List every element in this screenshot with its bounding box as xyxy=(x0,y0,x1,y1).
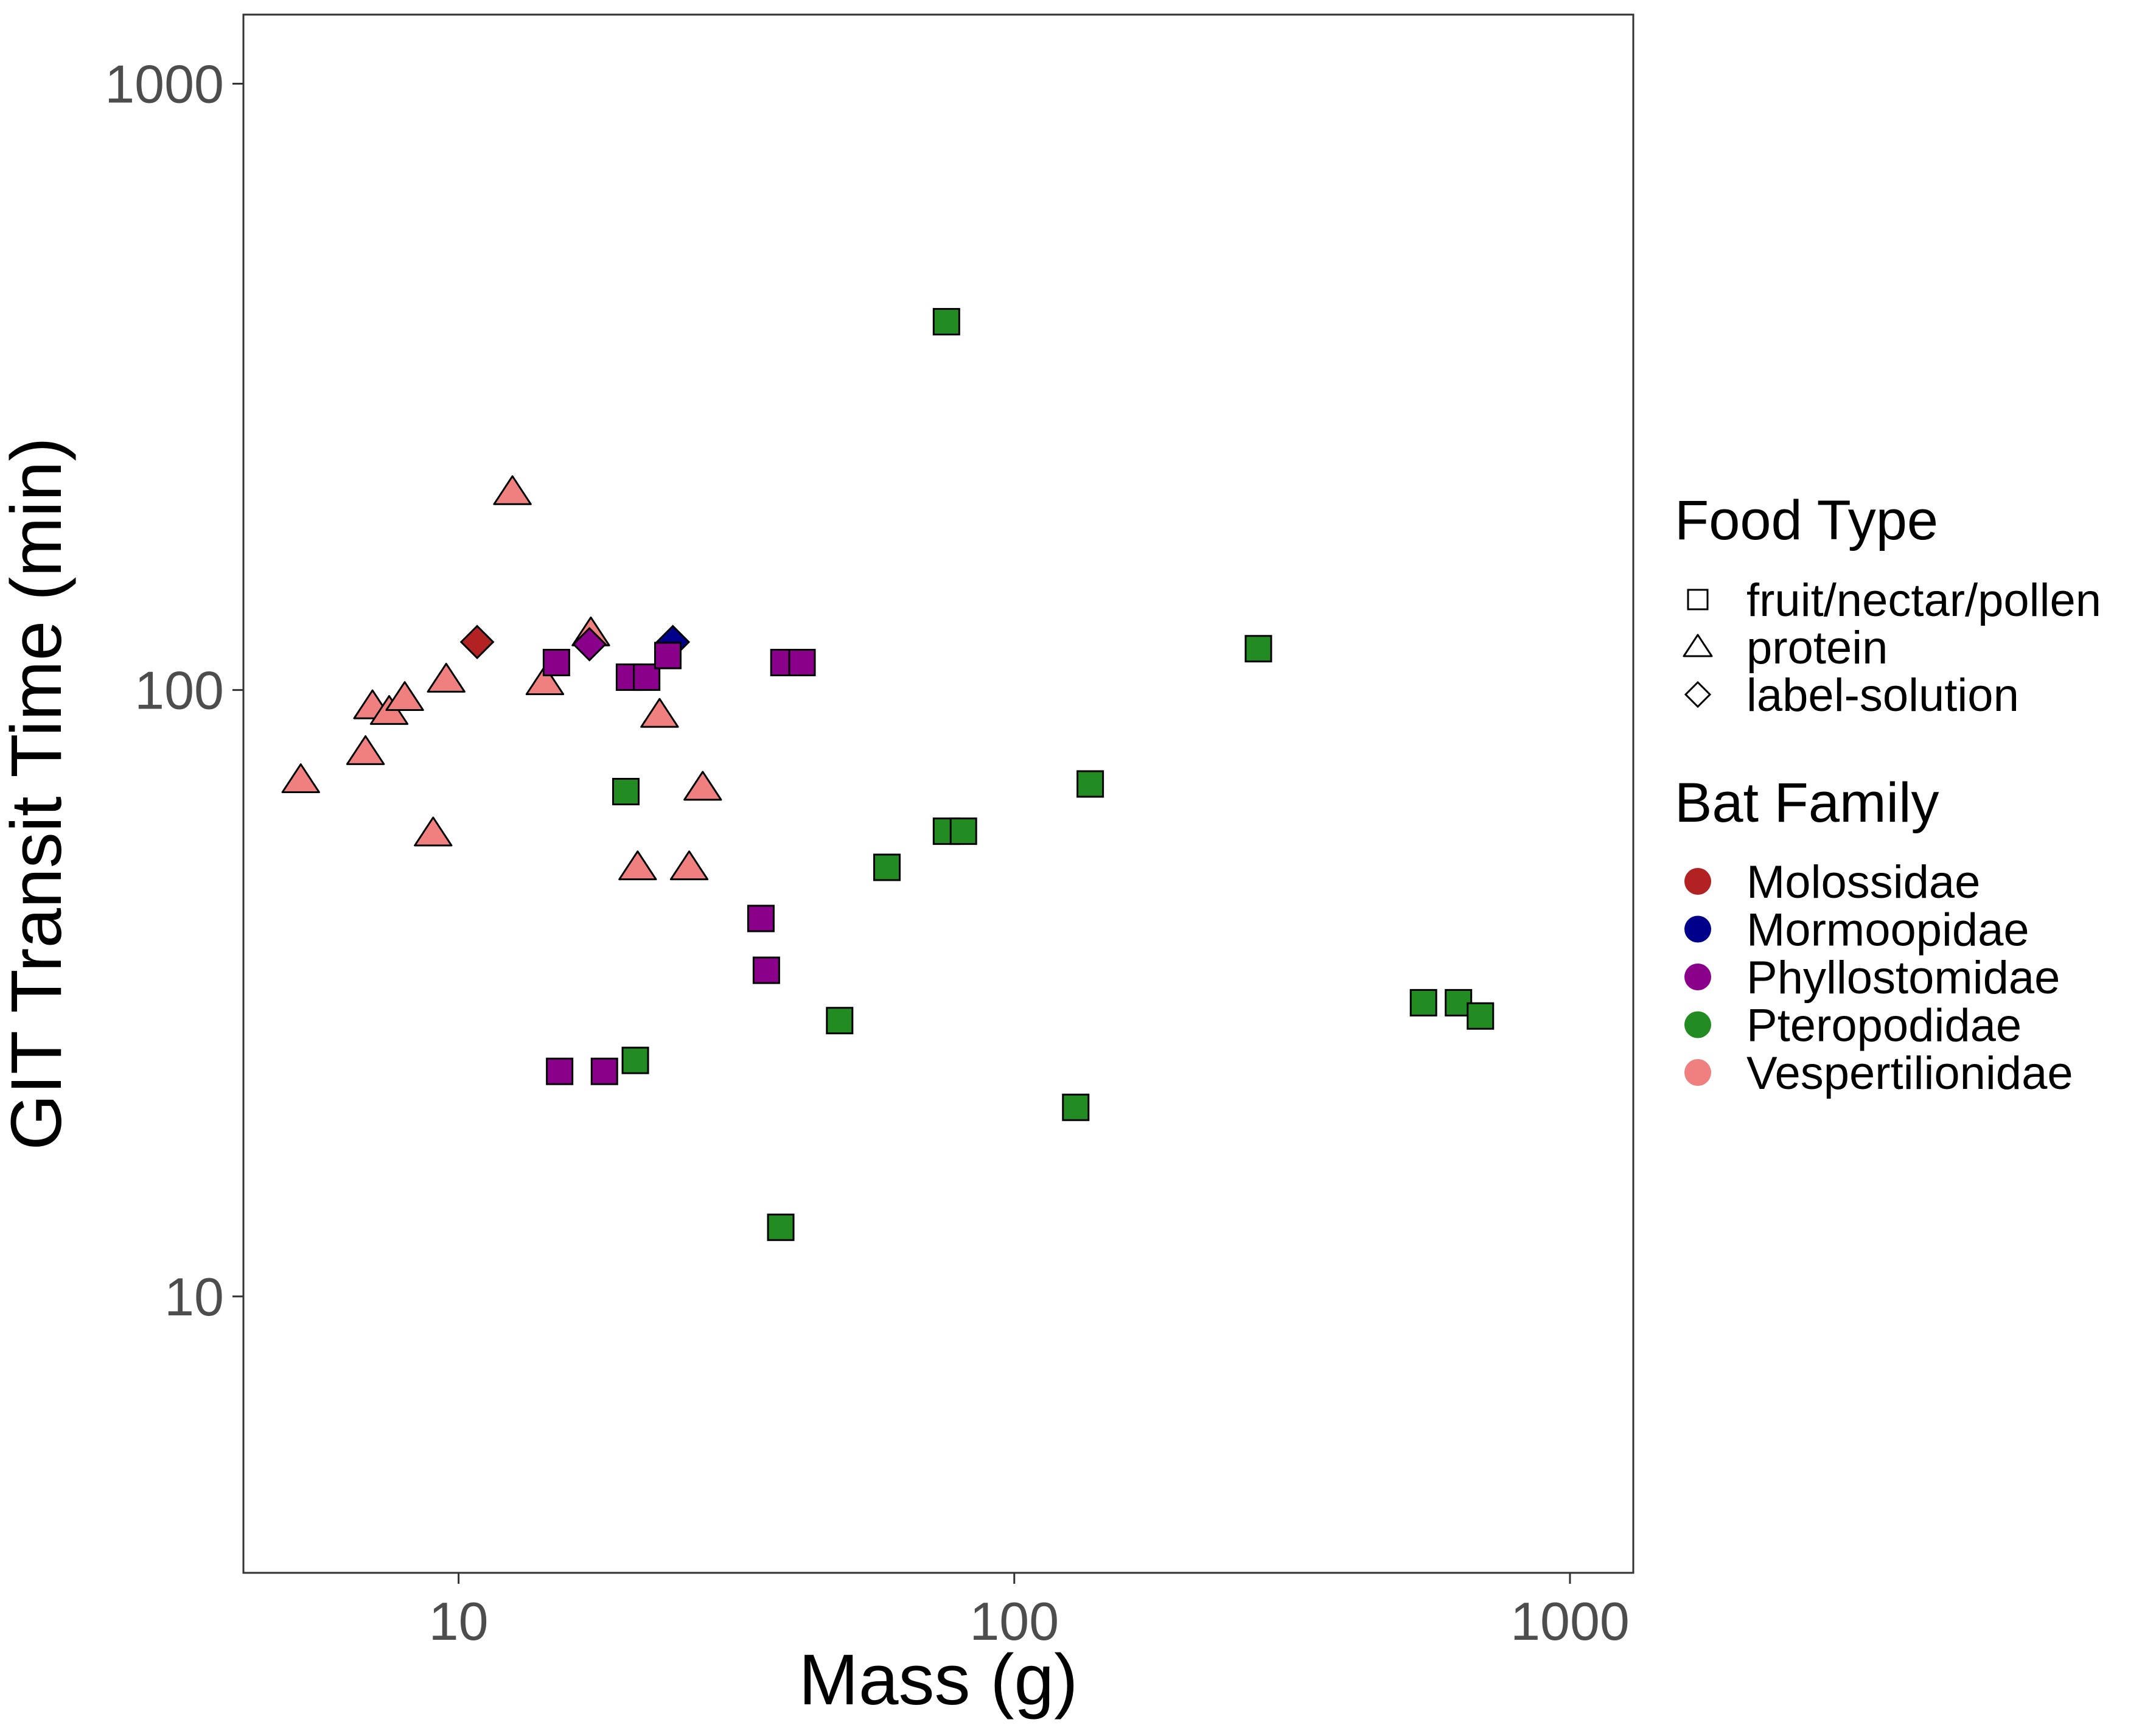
legend-diamond-icon xyxy=(1684,681,1712,709)
legend-dot-icon xyxy=(1684,964,1711,990)
legend-family-label: Pteropodidae xyxy=(1746,1000,2022,1052)
legend-dot-icon xyxy=(1684,1059,1711,1086)
legend-item-phyllostomidae: Phyllostomidae xyxy=(1684,952,2060,1004)
data-point-vespertilionidae xyxy=(427,662,466,693)
legend-item-vespertilionidae: Vespertilionidae xyxy=(1684,1048,2073,1099)
data-point-pteropodidae xyxy=(621,1046,649,1074)
legend-item-protein: protein xyxy=(1683,622,1888,674)
legend-item-pteropodidae: Pteropodidae xyxy=(1684,1000,2022,1052)
legend-item-fruit: fruit/nectar/pollen xyxy=(1687,575,2101,626)
data-point-phyllostomidae xyxy=(654,642,682,670)
legend-item-mormoopidae: Mormoopidae xyxy=(1684,904,2029,956)
legend-triangle-icon xyxy=(1683,634,1713,657)
data-point-pteropodidae xyxy=(767,1213,795,1241)
data-point-phyllostomidae xyxy=(542,649,570,677)
data-points xyxy=(281,308,1495,1241)
data-point-pteropodidae xyxy=(873,853,901,881)
x-tick-label: 100 xyxy=(969,1591,1059,1651)
legend-food-type: Food Type fruit/nectar/pollenproteinlabe… xyxy=(1675,489,2101,721)
legend-food-label: protein xyxy=(1746,622,1888,674)
data-point-pteropodidae xyxy=(949,817,977,845)
y-tick-label: 100 xyxy=(134,660,224,721)
plot-panel-border xyxy=(242,13,1634,1574)
data-point-pteropodidae xyxy=(1409,988,1437,1016)
legend-dot-icon xyxy=(1684,1011,1711,1038)
y-axis-title: GIT Transit Time (min) xyxy=(0,437,77,1150)
data-point-vespertilionidae xyxy=(640,698,679,728)
legend-dot-icon xyxy=(1684,868,1711,895)
data-point-vespertilionidae xyxy=(346,735,385,765)
legend-bat-family: Bat Family MolossidaeMormoopidaePhyllost… xyxy=(1675,772,2073,1099)
legend-item-label: label-solution xyxy=(1684,670,2019,721)
data-point-vespertilionidae xyxy=(385,681,424,712)
legend-family-label: Vespertilionidae xyxy=(1746,1048,2073,1099)
x-axis-title: Mass (g) xyxy=(799,1640,1078,1720)
data-point-phyllostomidae xyxy=(788,649,816,677)
legend-food-label: label-solution xyxy=(1746,670,2019,721)
data-point-pteropodidae xyxy=(1467,1002,1495,1030)
legend-bat-family-title: Bat Family xyxy=(1675,772,1939,834)
data-point-pteropodidae xyxy=(1076,770,1104,798)
data-point-vespertilionidae xyxy=(683,771,722,801)
x-tick-label: 1000 xyxy=(1510,1591,1630,1651)
x-tick-label: 10 xyxy=(429,1591,489,1651)
data-point-pteropodidae xyxy=(1062,1093,1090,1121)
data-point-molossidae xyxy=(459,625,495,660)
data-point-pteropodidae xyxy=(1244,635,1272,663)
data-point-phyllostomidae xyxy=(752,956,780,984)
data-point-phyllostomidae xyxy=(572,627,607,662)
axis-ticks: 10 100 1000 10 100 1000 xyxy=(105,54,1630,1651)
y-tick-label: 1000 xyxy=(105,54,224,114)
legend-item-molossidae: Molossidae xyxy=(1684,856,1980,908)
data-point-vespertilionidae xyxy=(493,475,532,505)
data-point-phyllostomidae xyxy=(546,1057,574,1085)
legend-family-label: Phyllostomidae xyxy=(1746,952,2060,1004)
data-point-vespertilionidae xyxy=(414,816,453,847)
data-point-pteropodidae xyxy=(826,1007,854,1035)
data-point-vespertilionidae xyxy=(669,850,709,881)
data-point-phyllostomidae xyxy=(590,1057,618,1085)
legend-family-label: Mormoopidae xyxy=(1746,904,2029,956)
data-point-phyllostomidae xyxy=(747,904,775,932)
y-tick-label: 10 xyxy=(164,1267,224,1327)
legend-family-label: Molossidae xyxy=(1746,856,1980,908)
data-point-vespertilionidae xyxy=(618,850,657,881)
data-point-pteropodidae xyxy=(612,778,640,806)
data-point-pteropodidae xyxy=(932,308,960,336)
legend-square-icon xyxy=(1687,589,1709,611)
legend-food-label: fruit/nectar/pollen xyxy=(1746,575,2101,626)
legend-dot-icon xyxy=(1684,915,1711,943)
data-point-vespertilionidae xyxy=(281,763,320,794)
data-point-vespertilionidae xyxy=(525,665,565,696)
legend-food-type-title: Food Type xyxy=(1675,489,1938,551)
